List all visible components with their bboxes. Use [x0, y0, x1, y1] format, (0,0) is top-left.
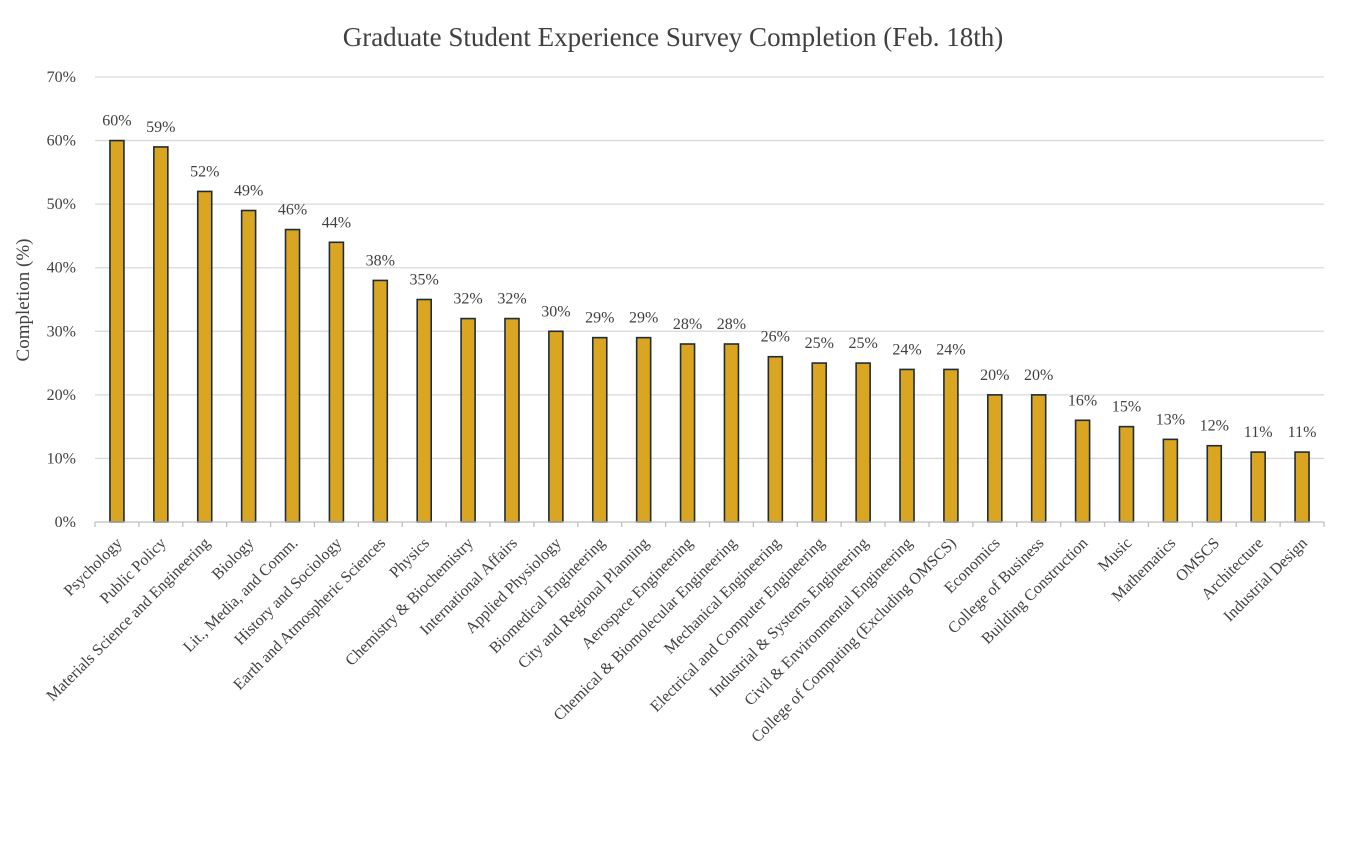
bar — [767, 355, 784, 523]
data-label: 59% — [146, 119, 175, 136]
data-label: 20% — [980, 367, 1009, 384]
data-label: 25% — [848, 335, 877, 352]
data-labels: 60% 59% 52% 49% 46% 44% 38% 35% 32% 32% 30% 29% 29% 2… — [102, 113, 1316, 442]
bar — [504, 317, 520, 523]
y-tick-label: 10% — [47, 450, 76, 467]
y-tick-label: 20% — [47, 387, 76, 404]
bar — [1074, 419, 1091, 523]
data-label: 15% — [1112, 399, 1141, 416]
bar — [1250, 451, 1266, 523]
data-label: 29% — [629, 310, 658, 327]
data-label: 20% — [1024, 367, 1053, 384]
data-label: 24% — [892, 341, 921, 358]
chart-title: Graduate Student Experience Survey Compl… — [343, 22, 1004, 52]
y-tick-label: 50% — [47, 196, 76, 213]
bars — [109, 139, 1310, 523]
data-label: 32% — [453, 291, 482, 308]
x-tick-label: Industrial & Systems Engineering — [706, 535, 872, 701]
data-label: 11% — [1244, 424, 1273, 441]
data-label: 35% — [410, 272, 439, 289]
bar — [635, 336, 652, 523]
data-label: 28% — [673, 316, 702, 333]
bar — [548, 330, 564, 523]
bar — [1030, 394, 1047, 523]
bar — [943, 368, 959, 523]
x-tick-label: College of Computing (Excluding OMSCS) — [748, 535, 959, 746]
data-label: 30% — [541, 303, 570, 320]
bar — [591, 336, 608, 523]
y-tick-label: 40% — [47, 260, 76, 277]
bar — [679, 343, 696, 523]
x-tick-label: Music — [1095, 535, 1135, 575]
data-label: 46% — [278, 202, 307, 219]
data-label: 11% — [1288, 424, 1317, 441]
data-label: 12% — [1200, 418, 1229, 435]
bar — [1206, 444, 1223, 523]
bar — [240, 209, 257, 523]
bar — [460, 317, 476, 523]
y-axis-label: Completion (%) — [13, 239, 34, 362]
data-label: 13% — [1156, 411, 1185, 428]
data-label: 38% — [366, 252, 395, 269]
data-label: 44% — [322, 214, 351, 231]
bar — [855, 362, 871, 523]
bar — [811, 362, 828, 523]
data-label: 26% — [761, 329, 790, 346]
data-label: 28% — [717, 316, 746, 333]
bar — [328, 241, 345, 523]
bar — [1162, 438, 1179, 523]
y-tick-label: 30% — [47, 323, 76, 340]
data-label: 52% — [190, 163, 219, 180]
data-label: 32% — [497, 291, 526, 308]
y-tick-label: 70% — [47, 69, 76, 86]
data-label: 49% — [234, 183, 263, 200]
y-tick-label: 0% — [55, 514, 76, 531]
bar — [1294, 451, 1310, 523]
x-tick-label: Industrial Design — [1221, 535, 1311, 625]
data-label: 24% — [936, 341, 965, 358]
bar — [723, 343, 740, 523]
bar — [284, 228, 301, 523]
x-tick-label: Materials Science and Engineering — [44, 535, 214, 705]
bar — [899, 368, 915, 523]
bar — [416, 298, 432, 523]
bar — [372, 279, 389, 523]
data-label: 16% — [1068, 392, 1097, 409]
bar — [1118, 425, 1135, 523]
bar — [109, 139, 125, 523]
bar — [153, 146, 169, 523]
bar — [196, 190, 213, 523]
bar — [987, 394, 1003, 523]
y-tick-label: 60% — [47, 133, 76, 150]
data-label: 29% — [585, 310, 614, 327]
data-label: 25% — [805, 335, 834, 352]
data-label: 60% — [102, 113, 131, 130]
y-axis-ticks: 0% 10% 20% 30% 40% 50% 60% 70% — [47, 69, 76, 531]
